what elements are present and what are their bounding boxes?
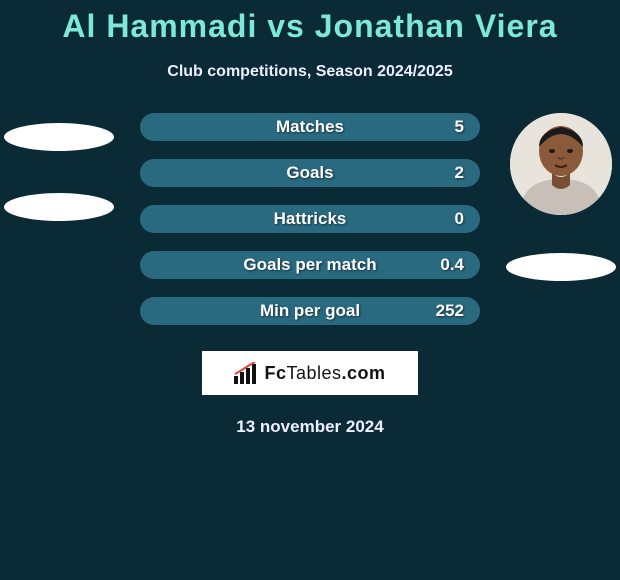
logo-fc: Fc <box>264 363 286 383</box>
bar-label: Min per goal <box>260 301 360 321</box>
bar-label: Goals <box>286 163 333 183</box>
right-ellipse <box>506 253 616 281</box>
bar-min-per-goal: Min per goal 252 <box>140 297 480 325</box>
bar-value: 5 <box>455 117 464 137</box>
bar-label: Hattricks <box>274 209 347 229</box>
subtitle: Club competitions, Season 2024/2025 <box>0 63 620 81</box>
bar-value: 252 <box>436 301 464 321</box>
bar-value: 0 <box>455 209 464 229</box>
bar-value: 0.4 <box>440 255 464 275</box>
left-ellipse-2 <box>4 193 114 221</box>
logo-com: .com <box>342 363 386 383</box>
player-avatar-right <box>510 113 612 215</box>
bar-value: 2 <box>455 163 464 183</box>
bar-matches: Matches 5 <box>140 113 480 141</box>
bar-goals-per-match: Goals per match 0.4 <box>140 251 480 279</box>
date-text: 13 november 2024 <box>0 417 620 437</box>
logo-bars-icon <box>234 362 258 384</box>
logo-box: FcTables.com <box>202 351 418 395</box>
page-title: Al Hammadi vs Jonathan Viera <box>0 0 620 45</box>
bar-hattricks: Hattricks 0 <box>140 205 480 233</box>
logo-text: FcTables.com <box>264 363 385 384</box>
player-right-column <box>506 113 616 281</box>
player-left-column <box>4 113 114 221</box>
content: Matches 5 Goals 2 Hattricks 0 Goals per … <box>0 113 620 437</box>
left-ellipse-1 <box>4 123 114 151</box>
logo-tables: Tables <box>286 363 341 383</box>
bar-label: Matches <box>276 117 344 137</box>
bar-goals: Goals 2 <box>140 159 480 187</box>
stat-bars: Matches 5 Goals 2 Hattricks 0 Goals per … <box>140 113 480 325</box>
bar-label: Goals per match <box>243 255 376 275</box>
